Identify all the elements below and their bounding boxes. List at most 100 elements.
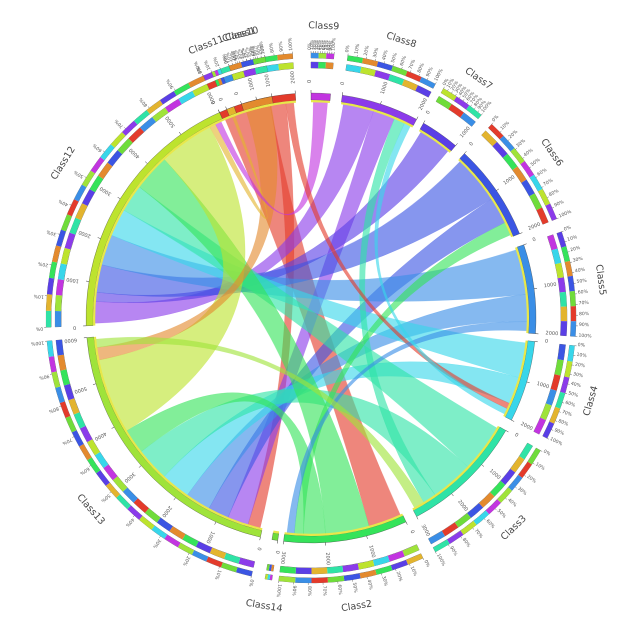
tick-mark-class6-2 xyxy=(519,232,523,234)
stack-cell-class3-0-4 xyxy=(479,492,495,508)
stack-cell-class13-1-7 xyxy=(139,515,155,530)
stack-cell-class13-1-19 xyxy=(48,356,57,373)
pct-tick-class13-5 xyxy=(109,491,112,494)
stack-cell-class3-0-6 xyxy=(454,513,471,528)
pct-label-class2-5: 50% xyxy=(351,582,359,594)
stack-cell-class13-1-4 xyxy=(177,542,195,555)
pct-tick-class8-6 xyxy=(401,67,403,70)
pct-label-class5-5: 50% xyxy=(576,278,588,285)
tracks-layer xyxy=(44,51,578,585)
stack-cell-class8-0-2 xyxy=(374,70,391,81)
stack-cell-class13-1-1 xyxy=(220,562,238,573)
stack-cell-class13-0-16 xyxy=(68,398,80,415)
stack-cell-class12-0-16 xyxy=(165,98,182,113)
tick-label-class1-1: 1000 xyxy=(247,77,256,91)
pct-label-class8-4: 40% xyxy=(381,49,390,61)
stack-cell-class13-0-20 xyxy=(55,339,64,356)
pct-tick-class12-7 xyxy=(124,127,126,129)
stack-cell-class12-1-8 xyxy=(74,184,87,202)
tick-mark-class3-1 xyxy=(481,464,485,467)
stack-cell-class7-0-0 xyxy=(436,96,452,110)
pct-label-class13-0: 0% xyxy=(247,579,255,588)
pct-label-class12-10: 100% xyxy=(193,60,204,75)
stack-cell-class8-0-3 xyxy=(388,74,405,86)
pct-label-class7-5: 50% xyxy=(461,87,472,99)
tick-mark-class2-0 xyxy=(405,521,408,525)
tick-label-class5-0: 0 xyxy=(532,237,537,244)
pct-label-class13-10: 100% xyxy=(30,339,44,346)
pct-label-class4-1: 10% xyxy=(576,352,588,359)
stack-cell-class14-1-0 xyxy=(269,574,273,581)
tick-label-class2-1: 1000 xyxy=(367,545,376,559)
stack-cell-class13-0-6 xyxy=(156,517,173,532)
stack-cell-class13-0-4 xyxy=(182,534,199,547)
stack-cell-class3-0-2 xyxy=(500,468,516,485)
pct-label-class1-8: 80% xyxy=(268,42,275,54)
pct-label-class1-7: 70% xyxy=(259,43,267,55)
stack-cell-class7-0-1 xyxy=(448,104,464,118)
pct-tick-class4-6 xyxy=(562,402,565,404)
stack-cell-class12-1-13 xyxy=(122,120,138,136)
pct-label-class1-9: 90% xyxy=(278,40,285,51)
class-label-class14: Class14 xyxy=(245,598,283,615)
pct-label-class9-0: 0% xyxy=(307,42,313,50)
pct-label-class4-3: 30% xyxy=(572,371,584,379)
pct-label-class1-0: 0% xyxy=(195,65,204,75)
pct-label-class9-1: 10% xyxy=(309,39,315,50)
stack-cell-class14-0-2 xyxy=(266,564,270,571)
stack-cell-class2-1-5 xyxy=(327,575,345,583)
stack-cell-class4-1-4 xyxy=(549,406,561,424)
stack-cell-class3-1-6 xyxy=(460,521,477,535)
tick-mark-class13-3 xyxy=(138,465,142,468)
pct-label-class1-1: 10% xyxy=(203,59,213,71)
pct-label-class6-6: 60% xyxy=(536,167,548,178)
pct-label-class10-3: 30% xyxy=(232,49,241,61)
pct-tick-class3-0 xyxy=(540,450,543,452)
pct-label-class13-9: 90% xyxy=(38,373,50,381)
tick-mark-class11-0 xyxy=(225,106,227,110)
pct-tick-class4-7 xyxy=(558,411,561,413)
stack-cell-class3-0-3 xyxy=(490,480,506,497)
pct-label-class2-8: 80% xyxy=(306,586,312,597)
pct-tick-class1-2 xyxy=(219,67,221,70)
pct-label-class10-0: 0% xyxy=(222,55,230,64)
stack-cell-class8-0-4 xyxy=(401,79,418,91)
stack-cell-class13-1-2 xyxy=(206,556,223,568)
stack-cell-class13-0-12 xyxy=(94,452,109,468)
stack-cell-class2-1-3 xyxy=(359,569,377,579)
pct-tick-class7-7 xyxy=(470,104,472,107)
tick-mark-class6-1 xyxy=(496,188,500,191)
pct-tick-class13-8 xyxy=(59,405,62,407)
stack-cell-class4-0-0 xyxy=(557,344,566,361)
pct-label-class12-9: 90% xyxy=(165,77,176,89)
pct-label-class5-0: 0% xyxy=(563,224,572,232)
stack-cell-class12-0-10 xyxy=(98,162,113,179)
stack-cell-class8-1-3 xyxy=(391,65,408,76)
tick-mark-class3-3 xyxy=(416,516,419,520)
stack-cell-class3-1-5 xyxy=(473,510,490,525)
stack-cell-class12-0-8 xyxy=(82,189,95,206)
stack-cell-class1-1-5 xyxy=(277,53,293,61)
pct-label-class4-8: 80% xyxy=(557,418,569,428)
stack-cell-class4-1-2 xyxy=(560,376,570,394)
tick-mark-class3-0 xyxy=(505,430,509,433)
segment-arc-class9 xyxy=(310,92,331,101)
stack-cell-class12-0-7 xyxy=(75,203,88,221)
stack-cell-class5-1-3 xyxy=(567,275,575,292)
stack-cell-class7-1-1 xyxy=(453,96,470,110)
pct-tick-class3-10 xyxy=(435,551,437,554)
tick-label-class8-0: 0 xyxy=(340,82,346,86)
stack-cell-class4-0-3 xyxy=(545,389,557,406)
stack-cell-class13-1-3 xyxy=(191,550,209,562)
pct-label-class2-7: 70% xyxy=(321,586,327,597)
stack-cell-class10-1-2 xyxy=(252,57,266,65)
stack-cell-class2-0-1 xyxy=(387,550,405,562)
stack-cell-class6-1-6 xyxy=(545,203,557,221)
stack-cell-class6-1-5 xyxy=(538,188,551,206)
pct-label-class1-5: 50% xyxy=(240,47,248,59)
stack-cell-class12-0-2 xyxy=(56,279,64,296)
pct-label-class1-2: 20% xyxy=(212,55,221,67)
stack-cell-class4-1-0 xyxy=(567,345,575,362)
tick-mark-class2-1 xyxy=(366,535,368,539)
stack-cell-class13-1-6 xyxy=(151,525,168,539)
